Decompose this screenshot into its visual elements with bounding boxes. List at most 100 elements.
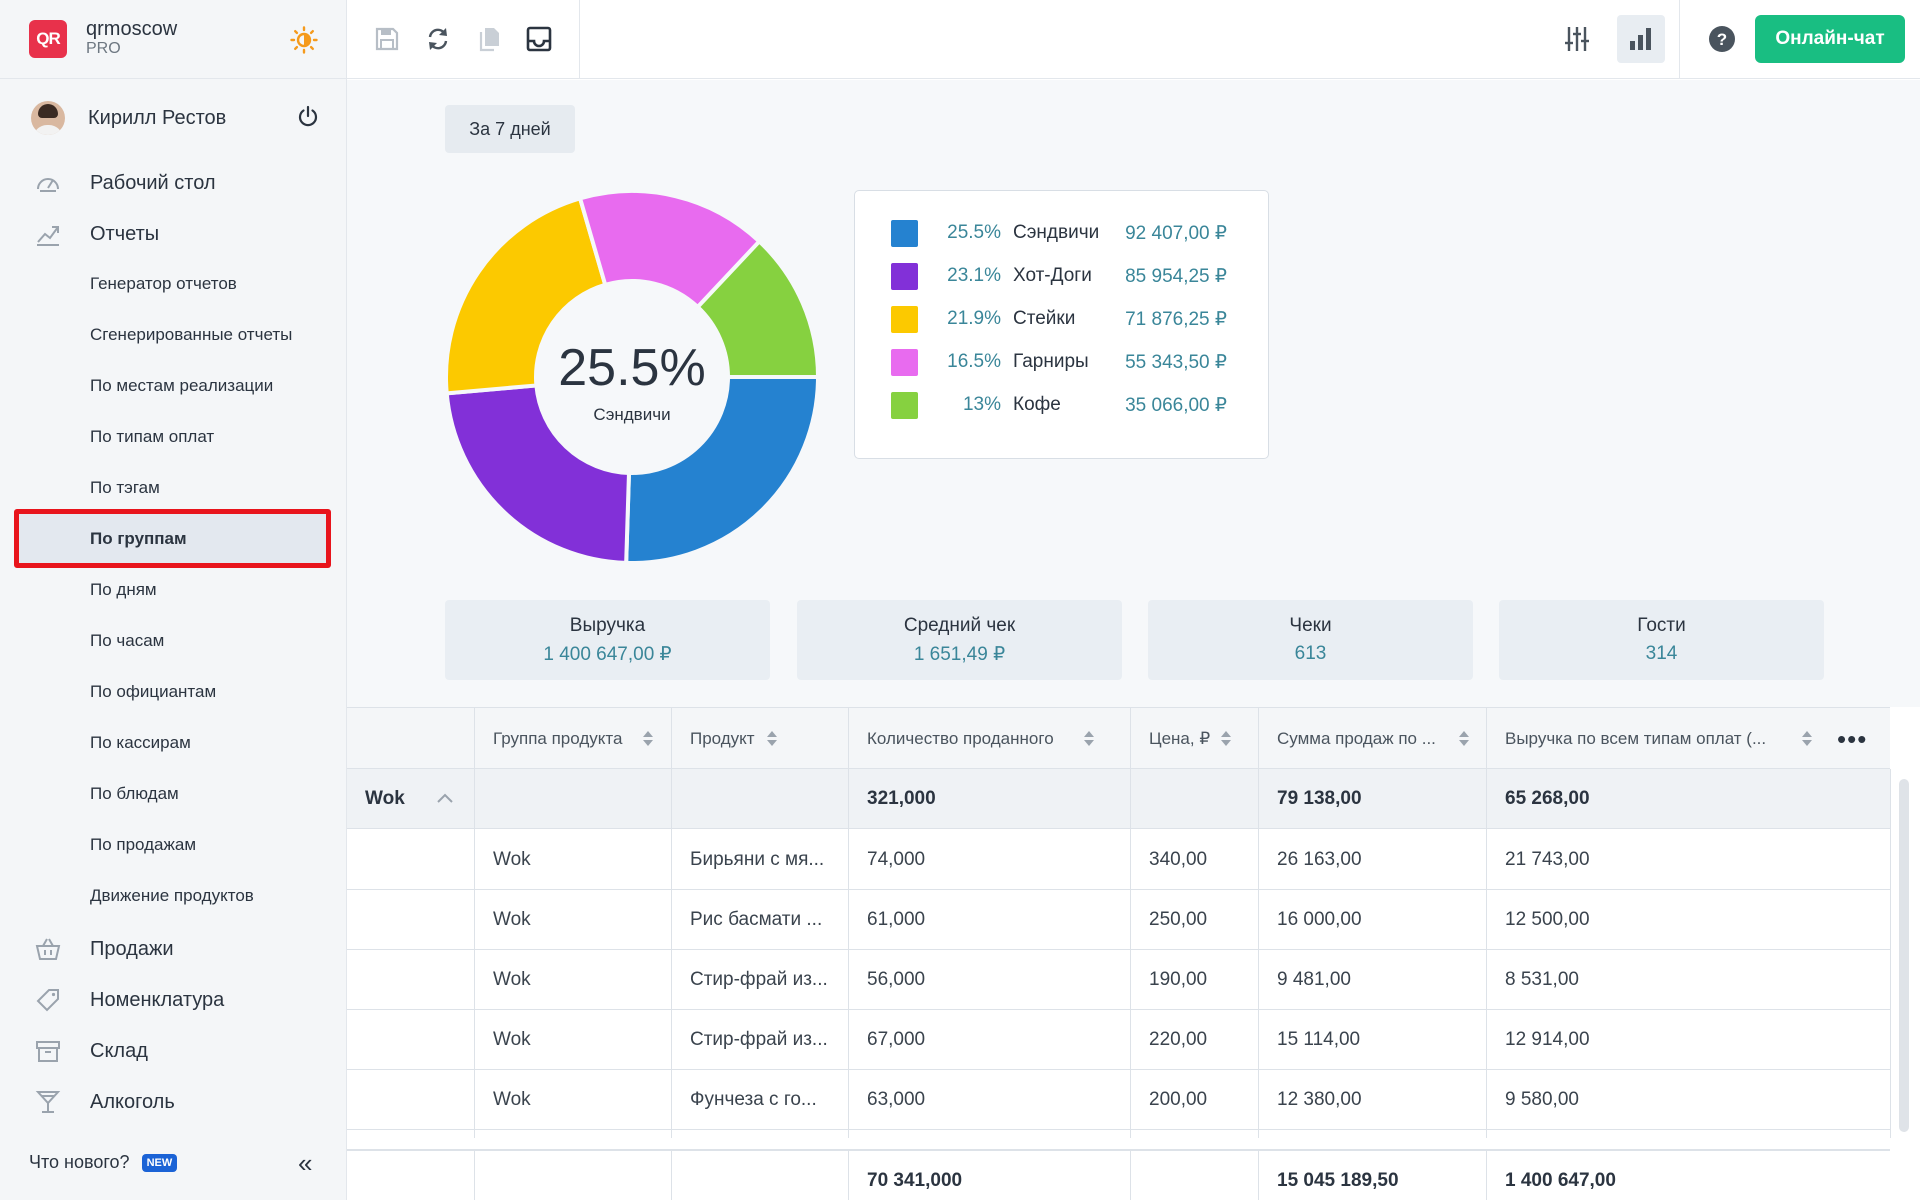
kpi-title: Средний чек xyxy=(903,615,1016,636)
sort-icon[interactable] xyxy=(767,731,777,747)
chevron-up-icon[interactable] xyxy=(436,792,454,804)
sub-item-by-tags[interactable]: По тэгам xyxy=(90,478,160,497)
nav-sales[interactable]: Продажи xyxy=(0,934,347,964)
refresh-icon[interactable] xyxy=(423,24,453,54)
avatar[interactable] xyxy=(31,101,65,135)
donut-slice-3[interactable] xyxy=(444,195,608,396)
user-name[interactable]: Кирилл Рестов xyxy=(88,106,227,129)
legend-swatch xyxy=(891,348,918,376)
sub-item-by-dishes[interactable]: По блюдам xyxy=(90,784,179,803)
column-divider xyxy=(671,769,672,1138)
table-row[interactable]: Wok Рис басмати ... 61,000 250,00 16 000… xyxy=(347,890,1890,950)
nav-warehouse[interactable]: Склад xyxy=(0,1036,347,1066)
cell-sum: 16 000,00 xyxy=(1277,909,1362,930)
donut-slice-1[interactable] xyxy=(624,375,821,565)
sub-item-by-days[interactable]: По дням xyxy=(90,580,157,599)
cell-product: Стир-фрай из... xyxy=(690,969,828,990)
sort-icon[interactable] xyxy=(1221,731,1231,747)
sub-item-by-hours[interactable]: По часам xyxy=(90,631,165,650)
table-row[interactable]: Wok Стир-фрай из... 56,000 190,00 9 481,… xyxy=(347,950,1890,1010)
save-icon[interactable] xyxy=(372,24,402,54)
kpi-checks: Чеки 613 xyxy=(1148,600,1473,680)
column-divider xyxy=(1890,769,1891,1138)
org-info[interactable]: qrmoscow PRO xyxy=(86,19,177,59)
legend-item[interactable]: 16.5% Гарниры 55 343,50 ₽ xyxy=(891,347,1231,377)
column-header-group[interactable]: Группа продукта xyxy=(474,708,671,770)
sub-item-by-sales[interactable]: По продажам xyxy=(90,835,197,854)
sub-item-product-movement[interactable]: Движение продуктов xyxy=(90,886,254,905)
sort-icon[interactable] xyxy=(1084,731,1094,747)
legend-amount: 85 954,25 ₽ xyxy=(1125,265,1227,287)
sort-icon[interactable] xyxy=(1459,731,1469,747)
legend-item[interactable]: 21.9% Стейки 71 876,25 ₽ xyxy=(891,304,1231,334)
sub-item-report-generator[interactable]: Генератор отчетов xyxy=(90,274,237,293)
cell-revenue: 12 914,00 xyxy=(1505,1029,1590,1050)
cell-price: 220,00 xyxy=(1149,1029,1208,1050)
chart-legend: 25.5% Сэндвичи 92 407,00 ₽ 23.1% Хот-Доги 85 … xyxy=(854,190,1269,459)
cell-price: 340,00 xyxy=(1149,849,1208,870)
total-sum: 15 045 189,50 xyxy=(1277,1170,1399,1191)
cell-qty: 56,000 xyxy=(867,969,926,990)
sort-icon[interactable] xyxy=(643,731,653,747)
qr-logo[interactable]: QR xyxy=(29,20,67,58)
nav-reports[interactable]: Отчеты xyxy=(0,219,347,249)
cell-qty: 63,000 xyxy=(867,1089,926,1110)
kpi-value: 613 xyxy=(1294,643,1327,664)
selected-item-highlight xyxy=(17,512,328,564)
theme-toggle-icon[interactable] xyxy=(290,26,318,54)
online-chat-button[interactable]: Онлайн-чат xyxy=(1755,15,1905,63)
sub-item-by-payment-types[interactable]: По типам оплат xyxy=(90,427,215,446)
kpi-value: 314 xyxy=(1645,643,1678,664)
donut-slice-2[interactable] xyxy=(444,383,632,565)
sort-icon[interactable] xyxy=(1802,731,1812,747)
bar-chart-icon[interactable] xyxy=(1626,24,1656,54)
donut-slice-5[interactable] xyxy=(694,238,821,379)
cocktail-glass-icon xyxy=(35,1091,61,1113)
legend-percent: 16.5% xyxy=(947,351,1001,372)
column-header-sales-sum[interactable]: Сумма продаж по ... xyxy=(1258,708,1486,770)
sub-item-by-groups[interactable]: По группам xyxy=(90,529,187,548)
sub-item-by-waiters[interactable]: По официантам xyxy=(90,682,217,701)
legend-name: Гарниры xyxy=(1013,351,1089,372)
vertical-scrollbar[interactable] xyxy=(1899,779,1909,1132)
legend-percent: 13% xyxy=(962,394,1001,415)
legend-item[interactable]: 23.1% Хот-Доги 85 954,25 ₽ xyxy=(891,261,1231,291)
legend-swatch xyxy=(891,262,918,290)
group-row[interactable]: Wok 321,000 79 138,00 65 268,00 xyxy=(347,769,1890,829)
nav-nomenclature[interactable]: Номенклатура xyxy=(0,985,347,1015)
cell-product: Стир-фрай из... xyxy=(690,1029,828,1050)
more-options-icon[interactable]: ••• xyxy=(1837,724,1868,754)
whats-new-link[interactable]: Что нового? NEW xyxy=(29,1152,178,1173)
table-row[interactable]: Wok Стир-фрай из... 67,000 220,00 15 114… xyxy=(347,1010,1890,1070)
nav-alcohol[interactable]: Алкоголь xyxy=(0,1087,347,1117)
sub-item-generated-reports[interactable]: Сгенерированные отчеты xyxy=(90,325,293,344)
legend-name: Сэндвичи xyxy=(1013,222,1100,243)
collapse-sidebar-button[interactable]: « xyxy=(298,1148,313,1178)
column-header-product[interactable]: Продукт xyxy=(671,708,848,770)
sub-item-by-places[interactable]: По местам реализации xyxy=(90,376,274,395)
inbox-icon[interactable] xyxy=(524,24,554,54)
legend-item[interactable]: 13% Кофе 35 066,00 ₽ xyxy=(891,390,1231,420)
sliders-icon[interactable] xyxy=(1562,24,1592,54)
cell-group: Wok xyxy=(493,1089,531,1110)
nav-desktop[interactable]: Рабочий стол xyxy=(0,168,347,198)
column-header-revenue[interactable]: Выручка по всем типам оплат (... xyxy=(1486,708,1890,770)
power-icon[interactable] xyxy=(296,105,320,129)
copy-icon[interactable] xyxy=(475,24,505,54)
column-header-quantity[interactable]: Количество проданного xyxy=(848,708,1130,770)
table-row[interactable]: Wok Бирьяни с мя... 74,000 340,00 26 163… xyxy=(347,830,1890,890)
column-divider xyxy=(671,1151,672,1200)
table-row[interactable]: Wok Фунчеза с го... 63,000 200,00 12 380… xyxy=(347,1070,1890,1130)
legend-amount: 71 876,25 ₽ xyxy=(1125,308,1227,330)
toolbar-separator xyxy=(579,0,580,79)
column-header-price[interactable]: Цена, ₽ xyxy=(1130,708,1258,770)
column-header-label: Группа продукта xyxy=(493,729,623,748)
kpi-guests: Гости 314 xyxy=(1499,600,1824,680)
help-icon[interactable]: ? xyxy=(1707,24,1737,54)
legend-swatch xyxy=(891,305,918,333)
org-name: qrmoscow xyxy=(86,18,178,40)
period-selector[interactable]: За 7 дней xyxy=(445,105,575,153)
kpi-value: 1 400 647,00 ₽ xyxy=(543,644,672,665)
legend-item[interactable]: 25.5% Сэндвичи 92 407,00 ₽ xyxy=(891,218,1231,248)
sub-item-by-cashiers[interactable]: По кассирам xyxy=(90,733,191,752)
